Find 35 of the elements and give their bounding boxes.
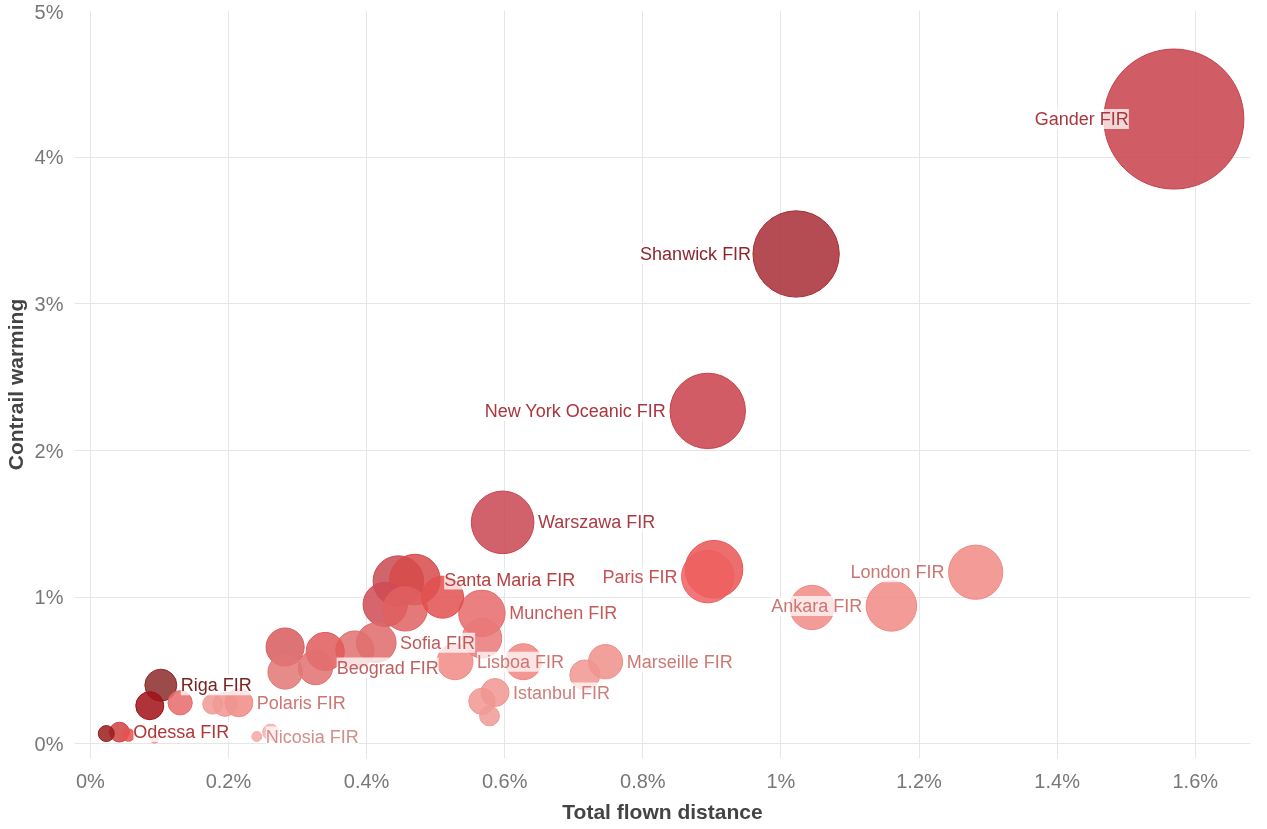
annotation: Lisboa FIR <box>476 651 565 672</box>
y-tick-label: 3% <box>34 292 64 315</box>
annotation: Odessa FIR <box>133 722 230 743</box>
annotation: Istanbul FIR <box>513 682 611 703</box>
annotation: New York Oceanic FIR <box>484 400 666 421</box>
x-axis-title: Total flown distance <box>562 799 763 823</box>
annotation: Munchen FIR <box>509 603 618 624</box>
y-tick-label: 1% <box>34 586 64 609</box>
annotation: Polaris FIR <box>256 692 346 713</box>
x-tick-label: 0% <box>75 769 106 792</box>
annotation: Gander FIR <box>1034 109 1129 130</box>
annotation: Paris FIR <box>602 566 678 587</box>
annotation: Warszawa FIR <box>537 512 656 533</box>
y-tick-label: 2% <box>34 439 64 462</box>
x-tick-label: 1.6% <box>1172 769 1219 792</box>
annotation: Marseille FIR <box>626 651 733 672</box>
x-tick-label: 1.2% <box>896 769 943 792</box>
annotation: Beograd FIR <box>336 657 439 678</box>
x-tick-label: 0.6% <box>481 769 528 792</box>
annotation: Shanwick FIR <box>640 243 752 264</box>
y-tick-label: 4% <box>34 146 64 169</box>
x-tick-label: 1.4% <box>1034 769 1081 792</box>
x-tick-label: 0.8% <box>620 769 666 792</box>
x-tick-label: 0.2% <box>205 769 252 792</box>
y-tick-label: 0% <box>34 732 64 755</box>
annotation: Santa Maria FIR <box>444 569 576 590</box>
x-tick-label: 1% <box>766 769 796 792</box>
annotation: Ankara FIR <box>771 595 863 616</box>
x-tick-label: 0.4% <box>343 769 390 792</box>
annotation: Sofia FIR <box>400 632 476 653</box>
annotation: Riga FIR <box>180 675 252 696</box>
y-tick-label: 5% <box>34 0 64 23</box>
annotation: Nicosia FIR <box>265 726 359 747</box>
annotation: London FIR <box>850 562 945 583</box>
y-axis-title: Contrail warming <box>3 298 27 471</box>
